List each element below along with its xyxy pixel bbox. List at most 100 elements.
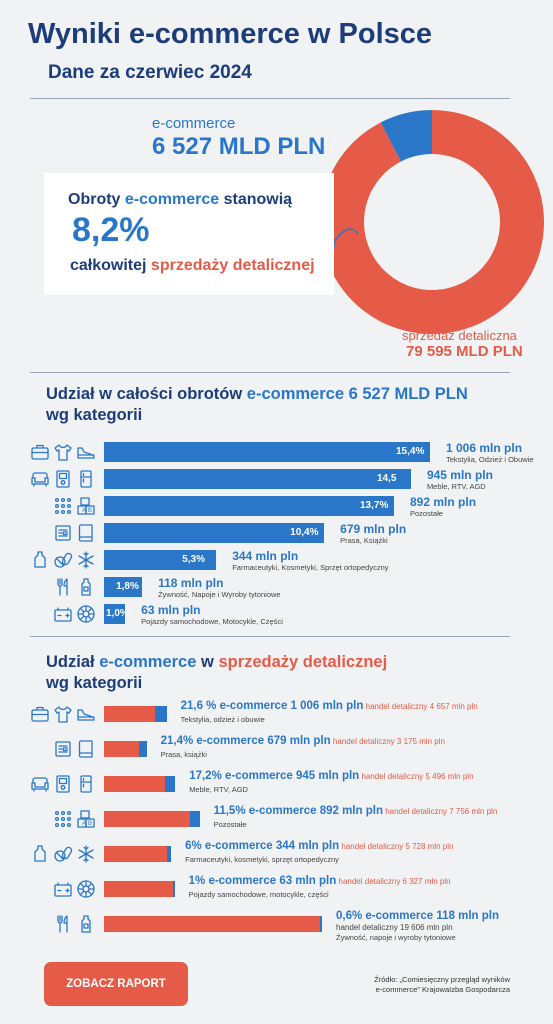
bar-amount-label: 1 006 mln pln (446, 441, 523, 455)
bar-retail-label: handel detaliczny 6 327 mln pln (336, 877, 451, 886)
bar-percent-label: 0,6% e-commerce 118 mln pln (336, 910, 499, 922)
bar-retail-label: handel detaliczny 4 657 mln pln (363, 702, 478, 711)
wheel-icon (77, 880, 95, 898)
category-icons (0, 469, 100, 491)
newspaper-icon (55, 741, 71, 757)
retail-value: 79 595 MLD PLN (406, 343, 523, 360)
section2-title: Udział e-commerce w sprzedaży detaliczne… (46, 653, 388, 692)
bar-percent-label: 21,4% e-commerce 679 mln pln (160, 735, 331, 747)
bar-category-label: Prasa, książki (160, 750, 207, 759)
bar-percent-label: 5,3% (182, 554, 205, 565)
divider (30, 372, 510, 373)
page-subtitle: Dane za czerwiec 2024 (48, 62, 252, 83)
bar-ecommerce-label: 1% e-commerce 63 mln pln handel detalicz… (189, 875, 451, 887)
newspaper-icon (55, 525, 71, 541)
bar-ecommerce-label: 6% e-commerce 344 mln pln handel detalic… (185, 840, 453, 852)
source-line-2: e-commerce" KrajowaIzba Gospodarcza (375, 985, 510, 994)
dots-icon (54, 497, 72, 515)
bar-retail-label: handel detaliczny 3 175 mln pln (330, 737, 445, 746)
bar-percent-label: 17,2% e-commerce 945 mln pln (189, 770, 360, 782)
section1-title: Udział w całości obrotów e-commerce 6 52… (46, 385, 468, 424)
bar-category-label: Prasa, Książki (340, 536, 388, 545)
bar-percent-label: 1,0% (106, 608, 129, 619)
bar-retail-label: handel detaliczny 5 728 mln pln (339, 842, 454, 851)
category-bar (104, 469, 411, 489)
category-icons (0, 914, 100, 936)
dots-icon (54, 810, 72, 828)
bar-percent-label: 1,8% (116, 581, 139, 592)
tshirt-icon (54, 444, 72, 461)
svg-text:B: B (88, 821, 92, 827)
bar-category-label: Pojazdy samochodowe, motocykle, części (188, 890, 329, 899)
bottle-icon (34, 551, 46, 568)
sofa-icon (31, 777, 49, 792)
suitcase-icon (31, 706, 49, 722)
tv-icon (56, 775, 70, 793)
fridge-icon (80, 470, 92, 488)
source-line-1: Źródło: „Comiesięczny przegląd wyników (374, 975, 510, 984)
book-icon (78, 524, 93, 542)
cutlery-icon (57, 578, 68, 596)
category-bar (104, 604, 126, 624)
bar-percent-label: 21,6 % e-commerce 1 006 mln pln (180, 700, 364, 712)
bar-ecommerce-label: 21,6 % e-commerce 1 006 mln pln handel d… (181, 700, 478, 712)
bar-category-label: Farmaceutyki, Kosmetyki, Sprzęt ortopedy… (232, 563, 389, 572)
category-icons (0, 550, 100, 572)
bar-category-label: Pojazdy samochodowe, Motocykle, Części (141, 617, 283, 626)
card-line-1: Obroty e-commerce stanowią (68, 191, 293, 208)
stacked-bar (104, 811, 200, 827)
battery-icon (54, 607, 72, 622)
card-percent: 8,2% (72, 211, 150, 249)
bar-amount-label: 892 mln pln (410, 495, 477, 509)
bar-ecommerce-label: 11,5% e-commerce 892 mln pln handel deta… (214, 805, 498, 817)
stacked-bar (104, 881, 175, 897)
bar-amount-label: 679 mln pln (340, 522, 407, 536)
ecommerce-segment (189, 811, 200, 827)
bar-percent-label: 10,4% (290, 527, 319, 538)
ecommerce-segment (172, 881, 175, 897)
bar-percent-label: 14,5 (376, 473, 397, 484)
bar-category-label: Farmaceutyki, kosmetyki, sprzęt ortopedy… (185, 855, 339, 864)
category-icons (0, 844, 100, 866)
bar-category-label: Meble, RTV, AGD (189, 785, 248, 794)
card-line-3: całkowitej sprzedaży detalicznej (70, 257, 315, 274)
bar-category-label: Meble, RTV, AGD (426, 482, 486, 491)
ecommerce-segment (164, 776, 176, 792)
donut-slice-retail (320, 110, 544, 334)
svg-text:B: B (88, 508, 92, 514)
category-icons (0, 774, 100, 796)
medical-cross-icon (78, 551, 94, 569)
report-button[interactable]: ZOBACZ RAPORT (44, 962, 188, 1006)
fridge-icon (80, 775, 92, 793)
category-icons (0, 604, 100, 626)
shoe-icon (77, 709, 95, 721)
bar-category-label: Żywność, Napoje i Wyroby tytoniowe (158, 590, 281, 599)
category-bar (104, 550, 217, 570)
category-bar (104, 496, 394, 516)
bar-ecommerce-label: 0,6% e-commerce 118 mln pln (336, 910, 499, 922)
medical-cross-icon (78, 845, 94, 863)
bar-retail-label: handel detaliczny 19 606 mln pln (336, 923, 453, 932)
category-icons (0, 577, 100, 599)
ecommerce-segment (139, 741, 147, 757)
bar-amount-label: 63 mln pln (141, 603, 201, 617)
bar-ecommerce-label: 21,4% e-commerce 679 mln pln handel deta… (161, 735, 445, 747)
svg-text:A: A (82, 508, 86, 514)
battery-icon (54, 882, 72, 897)
drink-bottle-icon (81, 578, 91, 596)
bar-category-label: Pozostałe (213, 820, 247, 829)
ecommerce-value: 6 527 MLD PLN (152, 133, 326, 160)
bottle-icon (34, 845, 46, 862)
stacked-bar (104, 741, 147, 757)
category-icons (0, 704, 100, 726)
bar-category-label: Żywność, napoje i wyroby tytoniowe (336, 933, 456, 942)
sofa-icon (31, 472, 49, 487)
cutlery-icon (57, 915, 68, 933)
drink-bottle-icon (81, 915, 91, 933)
donut-slice-ecommerce (380, 110, 432, 162)
category-icons (0, 523, 100, 545)
stacked-bar (104, 776, 176, 792)
